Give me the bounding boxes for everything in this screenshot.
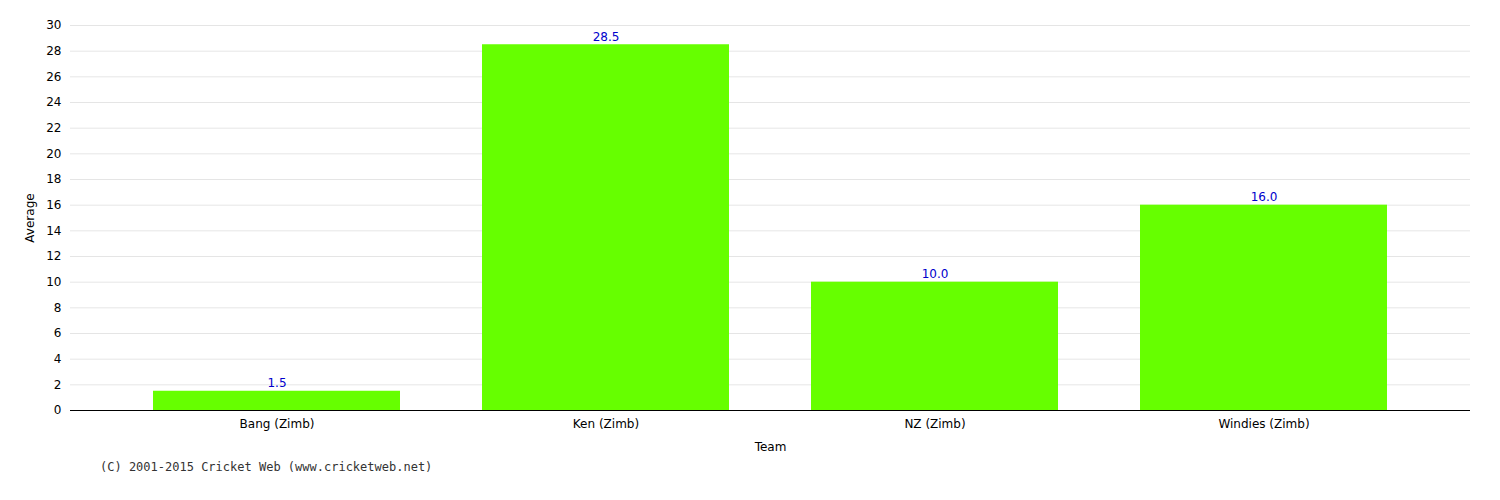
svg-text:4: 4	[54, 352, 62, 366]
svg-text:20: 20	[46, 147, 61, 161]
svg-text:12: 12	[46, 249, 61, 263]
svg-text:16.0: 16.0	[1251, 190, 1278, 204]
svg-text:30: 30	[46, 18, 61, 32]
svg-text:10: 10	[46, 275, 61, 289]
svg-text:Average: Average	[23, 193, 37, 242]
svg-text:0: 0	[54, 403, 62, 417]
svg-text:8: 8	[54, 301, 62, 315]
svg-text:26: 26	[46, 70, 61, 84]
svg-text:Ken (Zimb): Ken (Zimb)	[573, 417, 639, 431]
svg-text:1.5: 1.5	[267, 376, 286, 390]
svg-text:24: 24	[46, 95, 61, 109]
svg-text:NZ (Zimb): NZ (Zimb)	[904, 417, 965, 431]
svg-text:14: 14	[46, 224, 61, 238]
svg-text:28: 28	[46, 44, 61, 58]
svg-text:Bang (Zimb): Bang (Zimb)	[240, 417, 315, 431]
svg-text:22: 22	[46, 121, 61, 135]
svg-text:10.0: 10.0	[922, 267, 949, 281]
svg-text:16: 16	[46, 198, 61, 212]
svg-text:28.5: 28.5	[593, 30, 620, 44]
svg-text:18: 18	[46, 172, 61, 186]
svg-text:6: 6	[54, 326, 62, 340]
html-text:(C) 2001-2015 Cricket Web (www: (C) 2001-2015 Cricket Web (www.cricketwe…	[100, 460, 433, 474]
svg-text:Team: Team	[754, 440, 787, 454]
svg-text:2: 2	[54, 378, 62, 392]
svg-text:Windies (Zimb): Windies (Zimb)	[1218, 417, 1309, 431]
